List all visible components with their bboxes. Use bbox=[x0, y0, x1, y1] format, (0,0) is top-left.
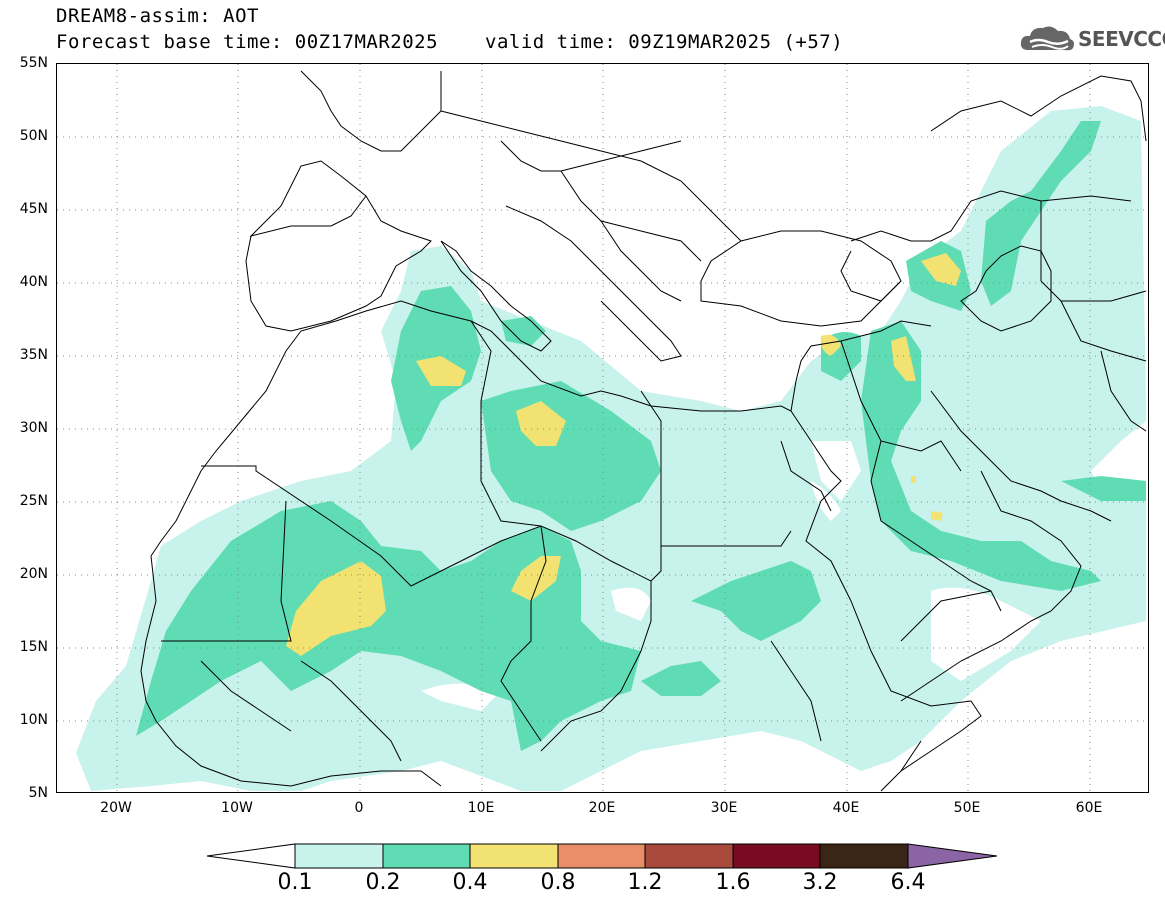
colorbar-swatch-4 bbox=[557, 843, 646, 869]
lon-label-40e: 40E bbox=[832, 800, 860, 816]
lon-label-50e: 50E bbox=[953, 800, 981, 816]
lat-label-45n: 45N bbox=[19, 201, 48, 217]
colorbar-label: 0.2 bbox=[365, 870, 401, 895]
lon-label-0: 0 bbox=[354, 800, 364, 816]
colorbar-swatch-3 bbox=[469, 843, 559, 869]
lat-label-55n: 55N bbox=[19, 55, 48, 71]
country-borders bbox=[161, 140, 1147, 772]
lat-label-25n: 25N bbox=[19, 493, 48, 509]
map-title: DREAM8-assim: AOT bbox=[56, 5, 259, 27]
lat-label-10n: 10N bbox=[19, 712, 48, 728]
colorbar-label: 1.2 bbox=[627, 870, 663, 895]
lat-label-5n: 5N bbox=[28, 785, 48, 801]
lat-label-40n: 40N bbox=[19, 274, 48, 290]
lon-label-20e: 20E bbox=[588, 800, 616, 816]
colorbar-swatch-1 bbox=[294, 843, 384, 869]
lon-label-30e: 30E bbox=[710, 800, 738, 816]
aot-map-svg bbox=[57, 64, 1148, 792]
colorbar-label: 0.4 bbox=[452, 870, 488, 895]
colorbar-swatch-6 bbox=[732, 843, 821, 869]
aot-band-green bbox=[136, 121, 1146, 751]
map-area bbox=[56, 63, 1149, 793]
lat-label-50n: 50N bbox=[19, 128, 48, 144]
colorbar-label: 0.8 bbox=[540, 870, 576, 895]
colorbar-swatch-2 bbox=[382, 843, 471, 869]
colorbar-swatch-7 bbox=[819, 843, 909, 869]
colorbar-label: 3.2 bbox=[802, 870, 838, 895]
colorbar bbox=[205, 842, 1000, 874]
lat-label-30n: 30N bbox=[19, 420, 48, 436]
lat-label-15n: 15N bbox=[19, 639, 48, 655]
lat-label-35n: 35N bbox=[19, 347, 48, 363]
cloud-icon bbox=[1020, 26, 1074, 51]
logo-text: SEEVCCC bbox=[1078, 27, 1165, 51]
lon-label-10e: 10E bbox=[467, 800, 495, 816]
lon-label-20w: 20W bbox=[100, 800, 132, 816]
lon-label-60e: 60E bbox=[1075, 800, 1103, 816]
lon-label-10w: 10W bbox=[221, 800, 253, 816]
colorbar-extend-low bbox=[206, 843, 296, 869]
colorbar-label: 1.6 bbox=[715, 870, 751, 895]
forecast-base-time: Forecast base time: 00Z17MAR2025 bbox=[56, 31, 439, 53]
seevccc-logo: SEEVCCC bbox=[1018, 22, 1165, 56]
colorbar-swatch-5 bbox=[644, 843, 734, 869]
colorbar-label: 0.1 bbox=[277, 870, 313, 895]
valid-time: valid time: 09Z19MAR2025 (+57) bbox=[485, 31, 844, 53]
colorbar-extend-high bbox=[907, 843, 998, 869]
colorbar-label: 6.4 bbox=[890, 870, 926, 895]
graticule bbox=[57, 64, 1148, 792]
lat-label-20n: 20N bbox=[19, 566, 48, 582]
aot-band-yellow bbox=[286, 253, 961, 656]
